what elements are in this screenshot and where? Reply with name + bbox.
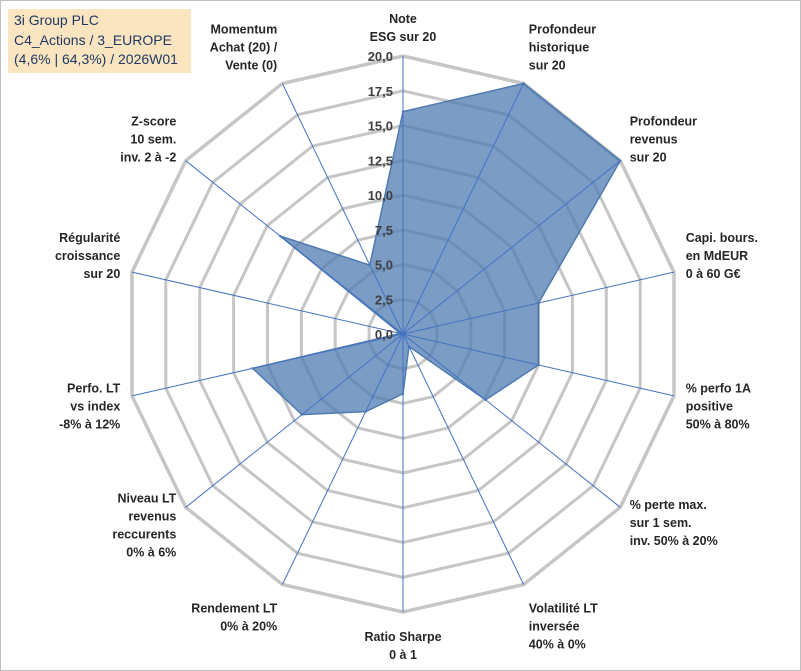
axis-spoke [402, 333, 675, 397]
axis-label-line: Z-score [131, 115, 176, 129]
axis-spoke [185, 333, 404, 508]
axis-spoke [402, 160, 621, 335]
chart-title-line-1: 3i Group PLC [14, 12, 99, 28]
axis-label-line: 0 à 60 G€ [686, 267, 741, 281]
axis-spoke [185, 160, 404, 335]
axis-label-line: inv. 50% à 20% [630, 534, 718, 548]
axis-label-line: revenus [128, 510, 176, 524]
axis-label-line: en MdEUR [686, 249, 749, 263]
axis-label: Rendement LT 0% à 20% [191, 601, 277, 633]
radial-tick-label: 10,0 [368, 188, 393, 203]
axis-label-line: Ratio Sharpe [364, 630, 441, 644]
axis-label-line: sur 20 [83, 267, 120, 281]
axis-label-line: historique [529, 41, 589, 55]
radial-tick-label: 15,0 [368, 119, 393, 134]
axis-label-line: Capi. bours. [686, 231, 758, 245]
axis-spoke [402, 333, 621, 508]
data-series-area [251, 82, 622, 416]
axis-label-line: sur 1 sem. [630, 516, 692, 530]
axis-label-line: 0 à 1 [389, 648, 417, 662]
axis-spoke [131, 333, 404, 397]
axis-label-line: inv. 2 à -2 [120, 151, 176, 165]
axis-label: Profondeur revenus sur 20 [630, 115, 697, 165]
axis-label: Profondeur historique sur 20 [529, 23, 596, 73]
radial-tick-label: 0,0 [375, 327, 393, 342]
axis-label: Volatilité LT inversée 40% à 0% [529, 601, 598, 651]
radial-tick-label: 2,5 [375, 292, 393, 307]
axis-label-line: Volatilité LT [529, 601, 598, 615]
axis-spoke [402, 271, 675, 335]
radial-tick-label: 20,0 [368, 49, 393, 64]
radial-tick-label: 7,5 [375, 223, 393, 238]
axis-label: Capi. bours. en MdEUR 0 à 60 G€ [686, 231, 758, 281]
axis-spoke [281, 83, 404, 335]
axis-label: Momentum Achat (20) / Vente (0) [210, 23, 278, 73]
axis-label-line: 0% à 20% [220, 619, 277, 633]
axis-label: % perte max. sur 1 sem. inv. 50% à 20% [630, 498, 718, 548]
axis-label: Note ESG sur 20 [370, 12, 437, 44]
axis-label: Niveau LT revenus reccurents 0% à 6% [112, 492, 176, 560]
chart-title-box: 3i Group PLC C4_Actions / 3_EUROPE (4,6%… [8, 9, 191, 73]
axis-label-line: -8% à 12% [59, 418, 120, 432]
axis-label-line: Régularité [59, 231, 120, 245]
axis-label-line: Rendement LT [191, 601, 277, 615]
axis-label: Ratio Sharpe 0 à 1 [364, 630, 441, 662]
chart-title-line-2: C4_Actions / 3_EUROPE [14, 31, 172, 48]
axis-label-line: positive [686, 400, 733, 414]
axis-label: Perfo. LT vs index -8% à 12% [59, 382, 121, 432]
axis-label-line: Perfo. LT [67, 382, 121, 396]
radial-tick-label: 17,5 [368, 84, 393, 99]
axis-spoke [281, 333, 404, 585]
chart-title-line-3: (4,6% | 64,3%) / 2026W01 [14, 51, 178, 67]
axis-label-line: 50% à 80% [686, 418, 750, 432]
axis-label: Régularité croissance sur 20 [55, 231, 120, 281]
axis-label-line: % perte max. [630, 498, 707, 512]
axis-label-line: 40% à 0% [529, 637, 586, 651]
axis-label-line: Profondeur [529, 23, 596, 37]
axis-label-line: sur 20 [529, 59, 566, 73]
axis-label-line: croissance [55, 249, 120, 263]
axis-label-line: reccurents [112, 528, 176, 542]
axis-label-line: Vente (0) [225, 59, 277, 73]
axis-spoke [131, 271, 404, 335]
axis-label-line: 0% à 6% [126, 546, 176, 560]
axis-label-line: Niveau LT [117, 492, 176, 506]
axis-label-line: Profondeur [630, 115, 697, 129]
axis-label-line: % perfo 1A [686, 382, 751, 396]
axis-label-line: inversée [529, 619, 580, 633]
axis-label-line: Note [389, 12, 417, 26]
axis-label-line: 10 sem. [130, 133, 176, 147]
radial-tick-label: 5,0 [375, 258, 393, 273]
axis-label-line: sur 20 [630, 151, 667, 165]
axis-label-line: Achat (20) / [210, 41, 278, 55]
radial-tick-label: 12,5 [368, 153, 393, 168]
axis-label: % perfo 1A positive 50% à 80% [686, 382, 751, 432]
axis-spoke [402, 333, 525, 585]
axis-label-line: vs index [70, 400, 120, 414]
axis-label: Z-score 10 sem. inv. 2 à -2 [120, 115, 176, 165]
axis-label-line: ESG sur 20 [370, 30, 437, 44]
axis-label-line: revenus [630, 133, 678, 147]
axis-spoke [402, 83, 525, 335]
axis-label-line: Momentum [211, 23, 278, 37]
